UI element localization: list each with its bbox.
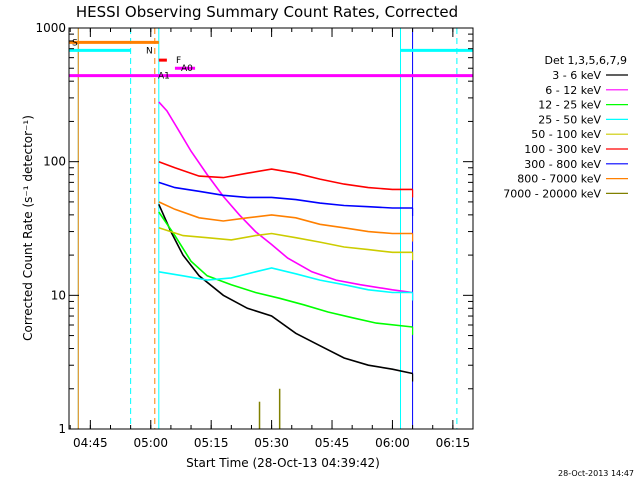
series-line-5 <box>158 160 413 191</box>
legend-label-4: 50 - 100 keV <box>531 128 601 141</box>
legend: Det 1,3,5,6,7,9 3 - 6 keV 6 - 12 keV 12 - … <box>503 54 628 200</box>
plot-area: S N FA0 A1 <box>69 28 473 429</box>
series-line-4 <box>158 227 413 254</box>
legend-title: Det 1,3,5,6,7,9 <box>544 54 627 67</box>
flag-label-n: N <box>146 46 153 56</box>
flag-label-f: F <box>176 56 181 66</box>
plot-frame <box>68 27 474 430</box>
legend-label-1: 6 - 12 keV <box>545 84 601 97</box>
x-axis: 04:45 05:00 05:15 05:30 05:45 06:00 06:15 <box>69 28 474 450</box>
y-tick-label: 1000 <box>35 21 66 35</box>
x-tick-label: 05:15 <box>194 436 229 450</box>
series-line-7 <box>158 201 413 235</box>
x-axis-label: Start Time (28-Oct-13 04:39:42) <box>186 456 380 470</box>
y-tick-label: 1 <box>58 422 66 436</box>
flag-label-a0: A0 <box>181 64 193 74</box>
series-line-6 <box>158 181 413 209</box>
timestamp: 28-Oct-2013 14:47 <box>558 469 634 478</box>
legend-label-0: 3 - 6 keV <box>552 69 601 82</box>
series-line-0 <box>158 203 413 375</box>
legend-label-5: 100 - 300 keV <box>524 143 601 156</box>
y-tick-label: 10 <box>51 288 66 302</box>
series-line-3 <box>158 267 413 294</box>
legend-label-6: 300 - 800 keV <box>524 158 601 171</box>
x-tick-label: 04:45 <box>73 436 108 450</box>
legend-label-7: 800 - 7000 keV <box>517 173 601 186</box>
series-line-1 <box>158 101 413 294</box>
x-tick-label: 05:30 <box>254 436 289 450</box>
legend-label-8: 7000 - 20000 keV <box>503 187 601 200</box>
flag-label-s: S <box>72 38 78 48</box>
x-tick-label: 06:00 <box>375 436 410 450</box>
legend-label-2: 12 - 25 keV <box>538 99 601 112</box>
legend-label-3: 25 - 50 keV <box>538 113 601 126</box>
y-axis: 1 10 100 1000 <box>35 21 473 436</box>
plot-border <box>68 27 474 430</box>
y-axis-label: Corrected Count Rate (s⁻¹ detector⁻¹) <box>21 115 35 341</box>
x-tick-label: 05:00 <box>133 436 168 450</box>
x-tick-label: 05:45 <box>315 436 350 450</box>
flag-label-a1: A1 <box>158 72 170 82</box>
series-line-2 <box>158 211 413 328</box>
x-tick-label: 06:15 <box>436 436 471 450</box>
y-tick-label: 100 <box>43 155 66 169</box>
chart-title: HESSI Observing Summary Count Rates, Cor… <box>76 3 458 21</box>
